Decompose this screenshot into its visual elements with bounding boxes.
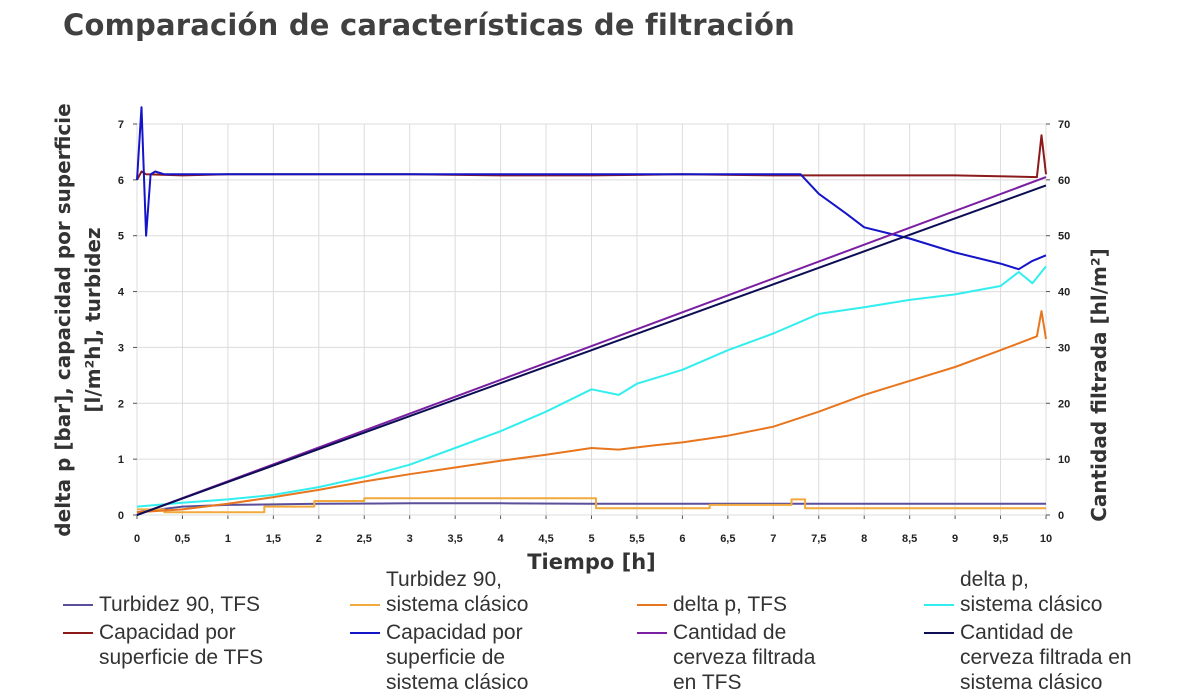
legend-label: Capacidad por superficie de TFS: [99, 621, 264, 669]
y-left-tick-label: 4: [118, 287, 125, 299]
y-right-tick-label: 60: [1058, 175, 1070, 187]
legend-item: Capacidad por superficie de TFS: [63, 620, 263, 670]
x-tick-label: 7,5: [811, 533, 826, 545]
legend-swatch: [637, 604, 667, 606]
x-tick-label: 3: [407, 533, 413, 545]
y-right-tick-label: 40: [1058, 287, 1070, 299]
y-left-tick-label: 3: [118, 342, 124, 354]
legend-swatch: [63, 632, 93, 634]
y-right-tick-label: 10: [1058, 454, 1070, 466]
legend-label: delta p, sistema clásico: [960, 568, 1103, 616]
x-tick-label: 5: [588, 533, 594, 545]
legend-swatch: [924, 632, 954, 634]
y-left-tick-label: 0: [118, 510, 124, 522]
x-tick-label: 3,5: [448, 533, 463, 545]
legend-swatch: [63, 604, 93, 606]
x-tick-label: 1: [225, 533, 231, 545]
y-left-tick-label: 6: [118, 175, 124, 187]
legend-label: Turbidez 90, sistema clásico: [386, 568, 529, 616]
legend-swatch: [350, 604, 380, 606]
series-line-3: [136, 310, 1047, 514]
page-title: Comparación de características de filtra…: [63, 8, 795, 42]
legend-item: delta p, TFS: [637, 592, 787, 617]
x-tick-label: 7: [770, 533, 776, 545]
legend-label: Capacidad por superficie de sistema clás…: [386, 621, 529, 694]
x-tick-label: 10: [1040, 533, 1052, 545]
legend-swatch: [637, 632, 667, 634]
y-left-tick-label: 2: [118, 398, 124, 410]
series-line-2: [137, 497, 1046, 514]
x-tick-label: 0: [134, 533, 140, 545]
y-left-tick-label: 1: [118, 454, 124, 466]
x-tick-label: 2,5: [357, 533, 372, 545]
y-left-tick-label: 5: [118, 231, 124, 243]
x-tick-label: 8,5: [902, 533, 917, 545]
y-right-tick-label: 70: [1058, 119, 1070, 131]
legend-item: Turbidez 90, TFS: [63, 592, 260, 617]
legend-item: delta p, sistema clásico: [924, 567, 1102, 617]
y-right-tick-label: 50: [1058, 231, 1070, 243]
x-tick-label: 1,5: [266, 533, 281, 545]
legend-item: Capacidad por superficie de sistema clás…: [350, 620, 528, 695]
x-tick-label: 9: [952, 533, 958, 545]
legend-swatch: [350, 632, 380, 634]
x-tick-label: 6,5: [720, 533, 735, 545]
legend-item: Turbidez 90, sistema clásico: [350, 567, 528, 617]
x-tick-label: 4,5: [538, 533, 553, 545]
x-tick-label: 8: [861, 533, 867, 545]
y-right-tick-label: 20: [1058, 398, 1070, 410]
x-tick-label: 6: [679, 533, 685, 545]
series-line-4: [136, 265, 1047, 508]
x-tick-label: 0,5: [175, 533, 190, 545]
legend-item: Cantidad de cerveza filtrada en sistema …: [924, 620, 1132, 695]
y-right-tick-label: 0: [1058, 510, 1064, 522]
x-tick-label: 9,5: [993, 533, 1008, 545]
x-tick-label: 2: [316, 533, 322, 545]
legend-label: Turbidez 90, TFS: [99, 593, 261, 616]
series-line-7: [136, 176, 1047, 516]
series-line-6: [136, 106, 1047, 271]
x-tick-label: 4: [498, 533, 505, 545]
legend-label: Cantidad de cerveza filtrada en sistema …: [960, 621, 1132, 694]
legend-swatch: [924, 604, 954, 606]
series-line-8: [136, 184, 1047, 516]
legend-label: delta p, TFS: [673, 593, 788, 616]
x-axis-label: Tiempo [h]: [527, 550, 656, 574]
y-right-tick-label: 30: [1058, 342, 1070, 354]
legend-item: Cantidad de cerveza filtrada en TFS: [637, 620, 815, 695]
legend-label: Cantidad de cerveza filtrada en TFS: [673, 621, 816, 694]
y-left-tick-label: 7: [118, 119, 124, 131]
y-left-axis-label-line: delta p [bar], capacidad por superficie: [51, 103, 75, 536]
x-tick-label: 5,5: [629, 533, 644, 545]
y-right-axis-label: Cantidad filtrada [hl/m²]: [1087, 248, 1111, 522]
y-left-axis-label-line: [l/m²h], turbidez: [81, 227, 105, 412]
